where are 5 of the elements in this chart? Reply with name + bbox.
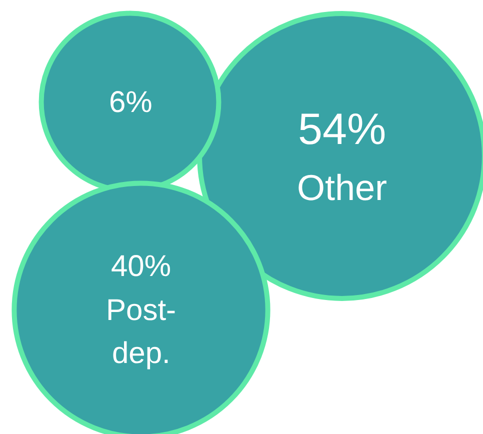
data-label: 6%: [109, 86, 152, 119]
data-label: 54%: [298, 105, 386, 154]
data-label: 40%: [111, 250, 172, 283]
category-label: Post-dep.: [106, 294, 176, 370]
category-label: Other: [297, 167, 388, 208]
